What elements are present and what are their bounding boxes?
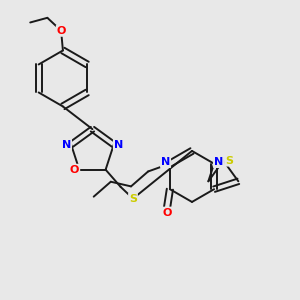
Text: O: O bbox=[57, 26, 66, 36]
Text: O: O bbox=[162, 208, 172, 218]
Text: N: N bbox=[161, 157, 170, 167]
Text: O: O bbox=[70, 165, 79, 175]
Text: N: N bbox=[62, 140, 71, 150]
Text: N: N bbox=[214, 157, 223, 167]
Text: S: S bbox=[225, 156, 233, 166]
Text: S: S bbox=[129, 194, 137, 204]
Text: N: N bbox=[114, 140, 123, 150]
